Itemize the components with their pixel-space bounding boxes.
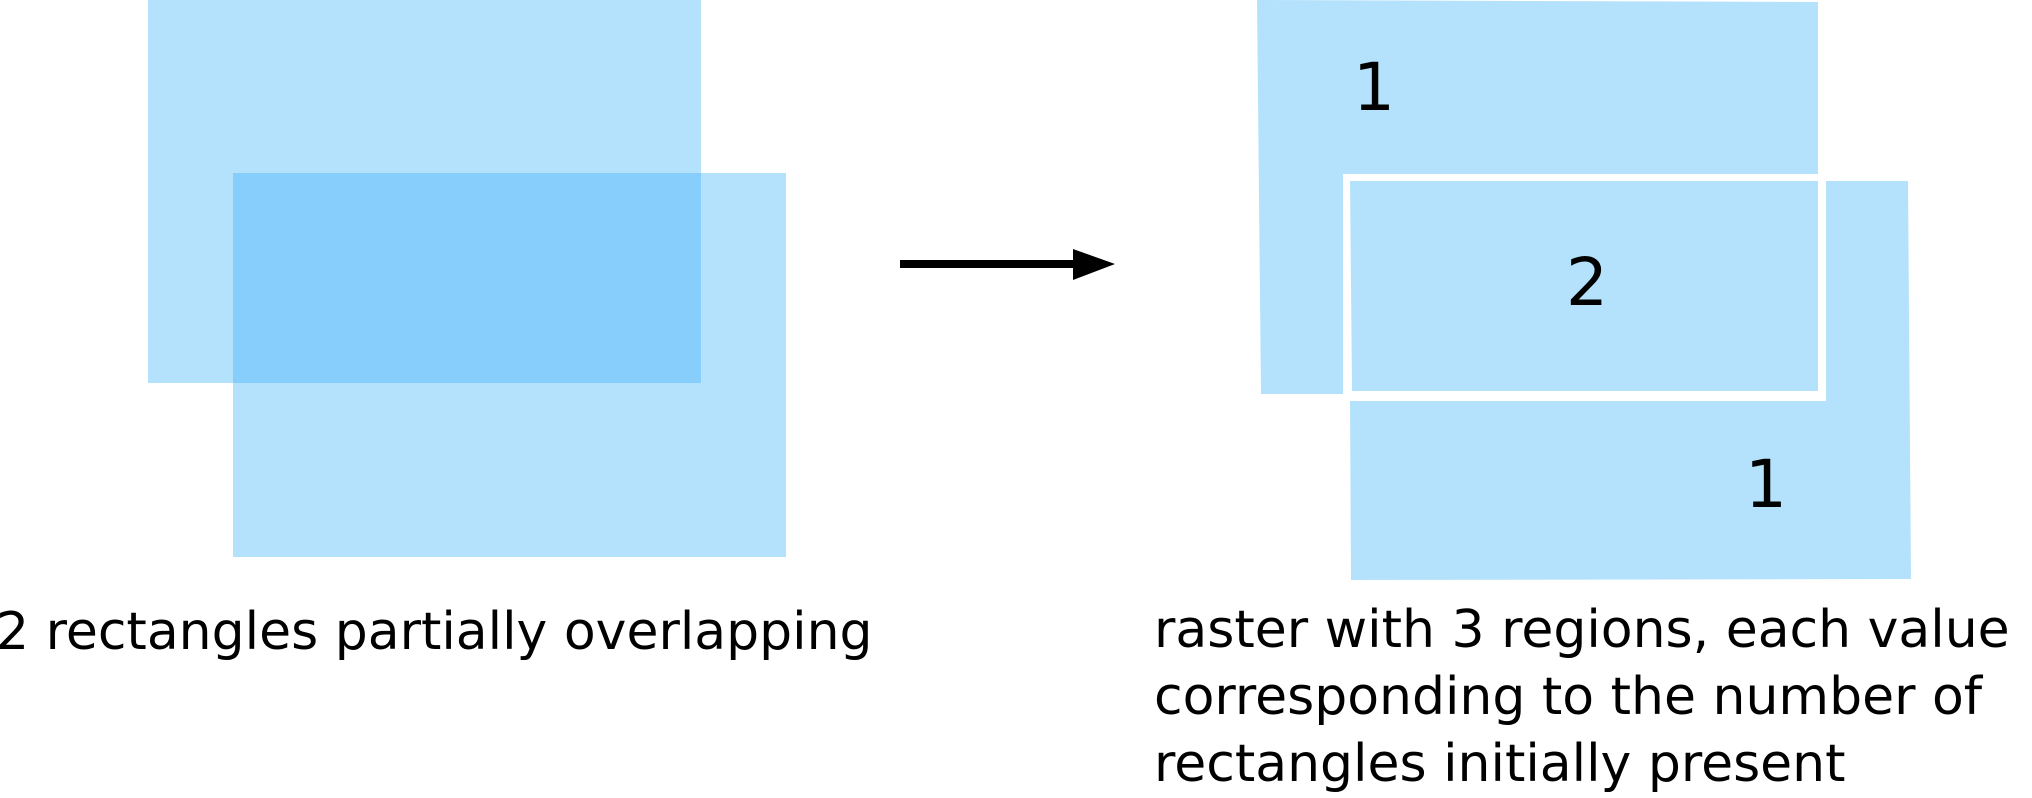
region-bottom-value: 1 bbox=[1745, 446, 1787, 523]
after-caption-line: raster with 3 regions, each value bbox=[1154, 597, 2010, 664]
rectangle-overlap bbox=[233, 173, 701, 383]
after-caption-line: corresponding to the number of bbox=[1154, 664, 2010, 731]
arrow-right-icon bbox=[900, 249, 1115, 280]
raster-regions-group: 1 2 1 bbox=[1257, 0, 1911, 580]
region-overlap-value: 2 bbox=[1566, 244, 1608, 321]
input-rectangles-group bbox=[148, 0, 786, 557]
after-caption: raster with 3 regions, each value corres… bbox=[1154, 597, 2010, 798]
before-caption: 2 rectangles partially overlapping bbox=[0, 599, 873, 666]
region-top-value: 1 bbox=[1353, 49, 1395, 126]
after-caption-line: rectangles initially present bbox=[1154, 731, 2010, 798]
